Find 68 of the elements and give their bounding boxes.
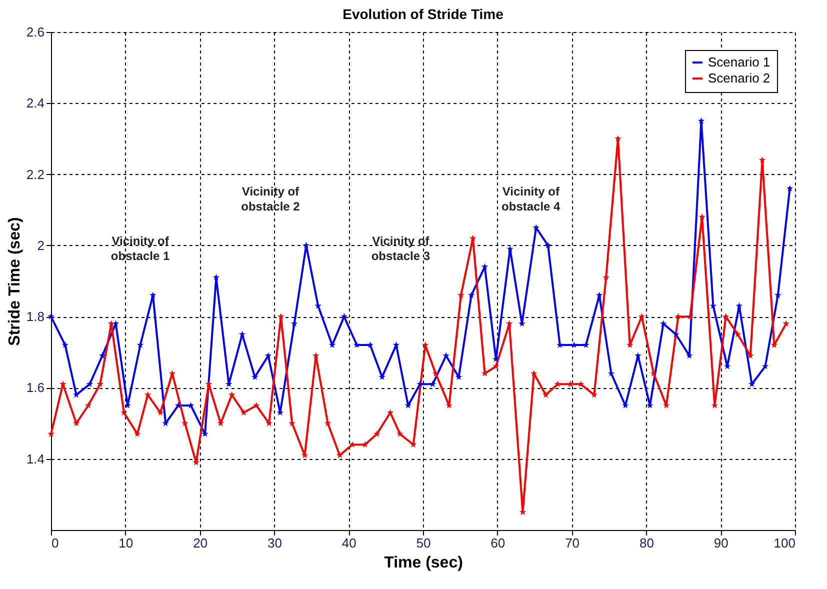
chart-title: Evolution of Stride Time bbox=[342, 6, 504, 22]
point bbox=[736, 302, 743, 309]
point bbox=[86, 380, 94, 388]
y-tick-label: 2.4 bbox=[26, 96, 44, 111]
point bbox=[786, 184, 794, 192]
point bbox=[328, 341, 336, 348]
point bbox=[264, 352, 272, 359]
annotation: Vicinity of obstacle 1 bbox=[110, 234, 170, 264]
legend-label: Scenario 1 bbox=[708, 54, 770, 70]
point bbox=[570, 341, 578, 348]
y-tick-label: 1.8 bbox=[26, 309, 44, 324]
point bbox=[622, 402, 629, 408]
x-tick-label: 90 bbox=[714, 536, 728, 550]
x-tick-label: 60 bbox=[490, 536, 506, 550]
point bbox=[468, 292, 475, 298]
point bbox=[150, 292, 156, 298]
point bbox=[378, 374, 386, 380]
point bbox=[442, 352, 450, 359]
point bbox=[136, 341, 144, 348]
point bbox=[112, 320, 120, 327]
y-tick-label: 1.6 bbox=[26, 380, 44, 396]
point bbox=[251, 374, 258, 380]
point bbox=[544, 242, 552, 248]
point bbox=[532, 224, 540, 231]
point bbox=[392, 341, 400, 348]
x-tick-label: 30 bbox=[267, 536, 282, 550]
point bbox=[238, 330, 246, 338]
x-tick-label: 80 bbox=[639, 536, 654, 550]
x-tick-label: 20 bbox=[193, 536, 208, 550]
point bbox=[366, 341, 374, 348]
point bbox=[672, 330, 680, 338]
point bbox=[660, 320, 667, 327]
point bbox=[72, 391, 80, 398]
point bbox=[596, 292, 603, 298]
point bbox=[340, 313, 348, 320]
point bbox=[429, 380, 436, 388]
legend-label: Scenario 2 bbox=[708, 70, 770, 86]
x-axis-title: Time (sec) bbox=[384, 554, 463, 572]
x-tick-label: 40 bbox=[342, 536, 356, 550]
annotation: Vicinity of obstacle 3 bbox=[371, 234, 430, 264]
x-tick-label: 0 bbox=[52, 536, 59, 550]
point bbox=[174, 402, 182, 408]
point bbox=[62, 341, 68, 348]
point bbox=[582, 341, 590, 348]
point bbox=[302, 242, 310, 248]
point bbox=[506, 245, 514, 252]
point bbox=[353, 341, 360, 348]
point bbox=[98, 352, 106, 359]
point bbox=[634, 352, 642, 359]
y-tick-label: 2.6 bbox=[26, 24, 44, 40]
y-tick-label: 1.4 bbox=[26, 451, 44, 466]
y-axis-title: Stride Time (sec) bbox=[6, 217, 24, 346]
point bbox=[481, 263, 488, 270]
x-tick-label: 70 bbox=[565, 536, 580, 550]
y-tick-label: 2 bbox=[37, 238, 44, 253]
point bbox=[762, 362, 769, 370]
point bbox=[188, 402, 194, 408]
point bbox=[290, 320, 298, 327]
x-tick-label: 10 bbox=[118, 536, 134, 550]
x-tick-label: 100 bbox=[774, 536, 796, 550]
annotation: Vicinity of obstacle 4 bbox=[502, 184, 561, 214]
point bbox=[416, 380, 424, 388]
y-tick-label: 2.2 bbox=[26, 166, 44, 182]
annotation: Vicinity of obstacle 2 bbox=[241, 184, 300, 214]
point bbox=[48, 313, 54, 320]
point bbox=[748, 380, 756, 388]
point bbox=[212, 274, 220, 280]
x-tick-label: 50 bbox=[416, 536, 431, 550]
